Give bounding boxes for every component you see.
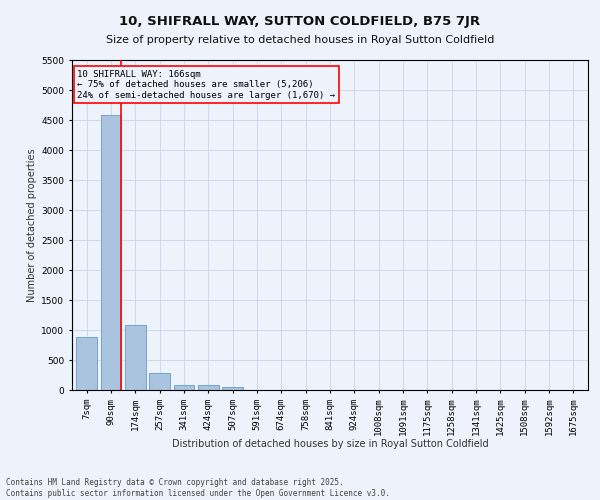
Text: Size of property relative to detached houses in Royal Sutton Coldfield: Size of property relative to detached ho…	[106, 35, 494, 45]
Y-axis label: Number of detached properties: Number of detached properties	[27, 148, 37, 302]
Text: Contains HM Land Registry data © Crown copyright and database right 2025.
Contai: Contains HM Land Registry data © Crown c…	[6, 478, 390, 498]
Bar	[149, 372, 170, 390]
Text: 10 SHIFRALL WAY: 166sqm
← 75% of detached houses are smaller (5,206)
24% of semi: 10 SHIFRALL WAY: 166sqm ← 75% of detache…	[77, 70, 335, 100]
Bar	[198, 385, 218, 390]
Text: 10, SHIFRALL WAY, SUTTON COLDFIELD, B75 7JR: 10, SHIFRALL WAY, SUTTON COLDFIELD, B75 …	[119, 15, 481, 28]
Bar	[125, 325, 146, 390]
Bar	[173, 384, 194, 390]
Bar	[76, 337, 97, 390]
Bar	[222, 387, 243, 390]
Bar	[101, 115, 121, 390]
X-axis label: Distribution of detached houses by size in Royal Sutton Coldfield: Distribution of detached houses by size …	[172, 440, 488, 450]
